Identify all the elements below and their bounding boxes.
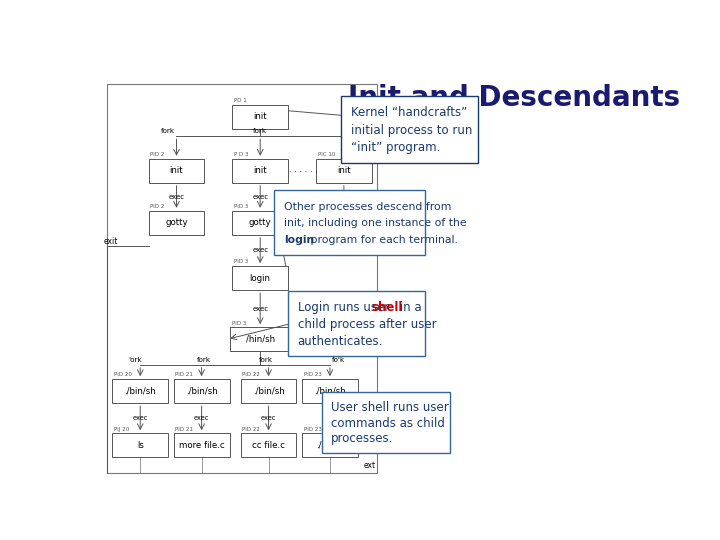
Text: ls: ls (137, 441, 144, 450)
FancyBboxPatch shape (233, 105, 288, 129)
FancyBboxPatch shape (233, 159, 288, 183)
FancyBboxPatch shape (302, 433, 358, 457)
Text: Init and Descendants: Init and Descendants (348, 84, 680, 112)
Text: Login runs user: Login runs user (297, 301, 392, 314)
Text: ext: ext (364, 461, 376, 470)
Text: PID 22: PID 22 (243, 373, 260, 377)
FancyBboxPatch shape (341, 96, 478, 163)
Text: Other processes descend from: Other processes descend from (284, 201, 451, 212)
Text: exec: exec (194, 415, 210, 421)
Text: fork: fork (197, 357, 212, 363)
FancyBboxPatch shape (316, 159, 372, 183)
Text: authenticates.: authenticates. (297, 335, 383, 348)
Text: fork: fork (161, 128, 175, 134)
FancyBboxPatch shape (148, 211, 204, 235)
Text: processes.: processes. (331, 432, 393, 445)
Text: fork: fork (253, 128, 267, 134)
Text: “init” program.: “init” program. (351, 141, 440, 154)
Text: . . . . . .: . . . . . . (289, 165, 318, 174)
FancyBboxPatch shape (316, 211, 372, 235)
Text: more file.c: more file.c (179, 441, 225, 450)
Text: exec: exec (252, 194, 269, 200)
Text: PID 3: PID 3 (234, 259, 248, 265)
Text: PID 23: PID 23 (304, 427, 322, 431)
Text: User shell runs user: User shell runs user (331, 401, 449, 415)
FancyBboxPatch shape (302, 379, 358, 403)
Text: go:ty: go:ty (333, 218, 355, 227)
Text: shell: shell (372, 301, 402, 314)
Text: 'ork: 'ork (127, 357, 142, 363)
FancyBboxPatch shape (174, 379, 230, 403)
FancyBboxPatch shape (230, 327, 290, 352)
FancyBboxPatch shape (274, 191, 425, 255)
Text: commands as child: commands as child (331, 417, 445, 430)
Text: gotty: gotty (165, 218, 188, 227)
Text: PID 3: PID 3 (234, 204, 248, 209)
Text: PIJ 20: PIJ 20 (114, 427, 130, 431)
Text: PD 1: PD 1 (234, 98, 247, 103)
Text: init: init (337, 166, 351, 176)
Text: PID 22: PID 22 (243, 427, 260, 431)
FancyBboxPatch shape (148, 159, 204, 183)
Text: login: login (250, 274, 271, 282)
Text: initial process to run: initial process to run (351, 124, 472, 137)
Text: exec: exec (261, 415, 276, 421)
Text: exit: exit (104, 237, 118, 246)
Text: exec: exec (132, 415, 148, 421)
Text: ./a.out: ./a.out (316, 441, 343, 450)
Text: Kernel “handcrafts”: Kernel “handcrafts” (351, 106, 467, 119)
Text: ./bin/sh: ./bin/sh (125, 387, 156, 396)
Text: program for each terminal.: program for each terminal. (307, 235, 458, 245)
Text: fo'k: fo'k (332, 357, 345, 363)
Text: exec: exec (336, 194, 352, 200)
Text: exec: exec (168, 194, 184, 200)
Text: in a: in a (395, 301, 421, 314)
Text: P D 3: P D 3 (234, 152, 248, 157)
Text: PID 21: PID 21 (176, 427, 193, 431)
FancyBboxPatch shape (233, 266, 288, 290)
Text: exec: exec (252, 306, 269, 312)
Text: init: init (253, 112, 267, 122)
Text: init: init (253, 166, 267, 176)
Text: ./bin/sh: ./bin/sh (314, 387, 346, 396)
Text: PIC 10: PIC 10 (318, 152, 335, 157)
FancyBboxPatch shape (233, 211, 288, 235)
Text: init, including one instance of the: init, including one instance of the (284, 219, 467, 228)
FancyBboxPatch shape (112, 379, 168, 403)
Text: exec: exec (252, 247, 269, 253)
Text: /hin/sh: /hin/sh (246, 335, 275, 344)
Text: PID 20: PID 20 (114, 373, 132, 377)
Text: ./bin/sh: ./bin/sh (253, 387, 284, 396)
FancyBboxPatch shape (240, 433, 297, 457)
FancyBboxPatch shape (322, 393, 450, 453)
Text: fork: fork (258, 357, 273, 363)
Text: PID 2: PID 2 (150, 204, 165, 209)
Text: PID 3: PID 3 (232, 321, 246, 326)
Text: init: init (170, 166, 184, 176)
Text: fork: fork (351, 128, 365, 134)
FancyBboxPatch shape (288, 292, 425, 356)
Text: exec: exec (323, 415, 338, 421)
Text: PID 2: PID 2 (150, 152, 165, 157)
FancyBboxPatch shape (240, 379, 297, 403)
FancyBboxPatch shape (174, 433, 230, 457)
Text: ./bin/sh: ./bin/sh (186, 387, 217, 396)
Text: PID 21: PID 21 (176, 373, 193, 377)
FancyBboxPatch shape (112, 433, 168, 457)
Text: cc file.c: cc file.c (252, 441, 285, 450)
Text: login: login (284, 235, 314, 245)
Text: PIC 10: PIC 10 (318, 204, 335, 209)
Text: PID 23: PID 23 (304, 373, 322, 377)
Text: child process after user: child process after user (297, 318, 436, 331)
Text: gotty: gotty (249, 218, 271, 227)
